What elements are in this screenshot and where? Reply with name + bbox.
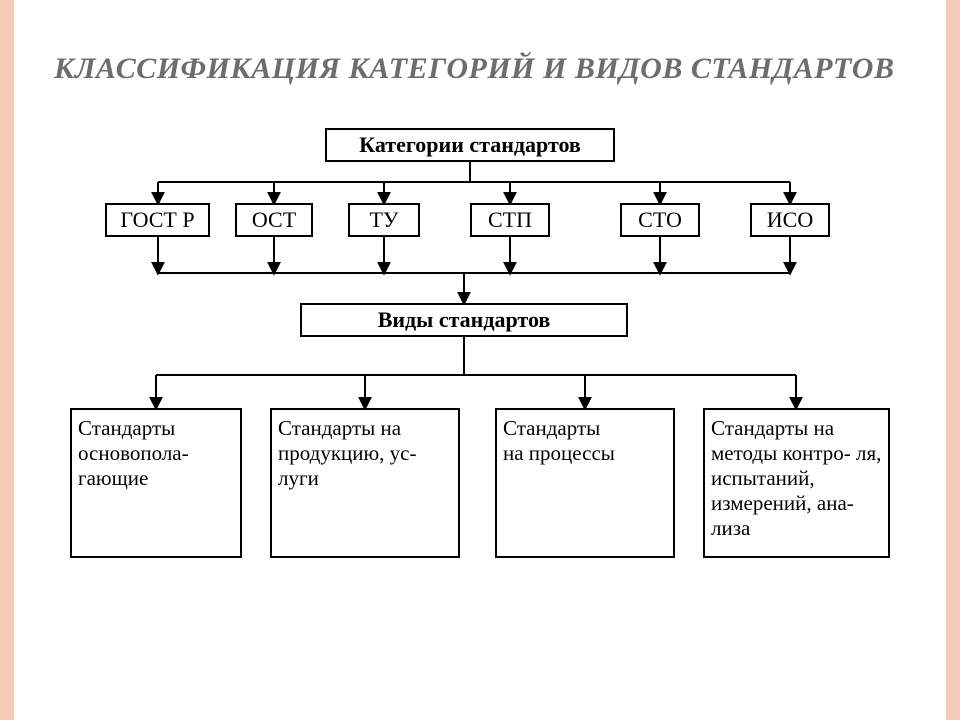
node-t1: Стандарты основопола- гающие xyxy=(70,408,242,558)
node-stp: СТП xyxy=(470,203,550,237)
node-ost: ОСТ xyxy=(235,203,313,237)
node-t3: Стандарты на процессы xyxy=(495,408,675,558)
slide-frame: КЛАССИФИКАЦИЯ КАТЕГОРИЙ И ВИДОВ СТАНДАРТ… xyxy=(0,0,960,720)
node-gostr: ГОСТ Р xyxy=(105,203,210,237)
page-title: КЛАССИФИКАЦИЯ КАТЕГОРИЙ И ВИДОВ СТАНДАРТ… xyxy=(54,50,906,88)
node-iso: ИСО xyxy=(750,203,830,237)
node-tu: ТУ xyxy=(348,203,420,237)
classification-diagram: Категории стандартов ГОСТ Р ОСТ ТУ СТП СТО ИСО… xyxy=(70,128,890,628)
node-root: Категории стандартов xyxy=(325,128,615,162)
node-types: Виды стандартов xyxy=(300,303,628,337)
node-t2: Стандарты на продукцию, ус- луги xyxy=(270,408,460,558)
node-t4: Стандарты на методы контро- ля, испытани… xyxy=(703,408,890,558)
node-sto: СТО xyxy=(620,203,700,237)
